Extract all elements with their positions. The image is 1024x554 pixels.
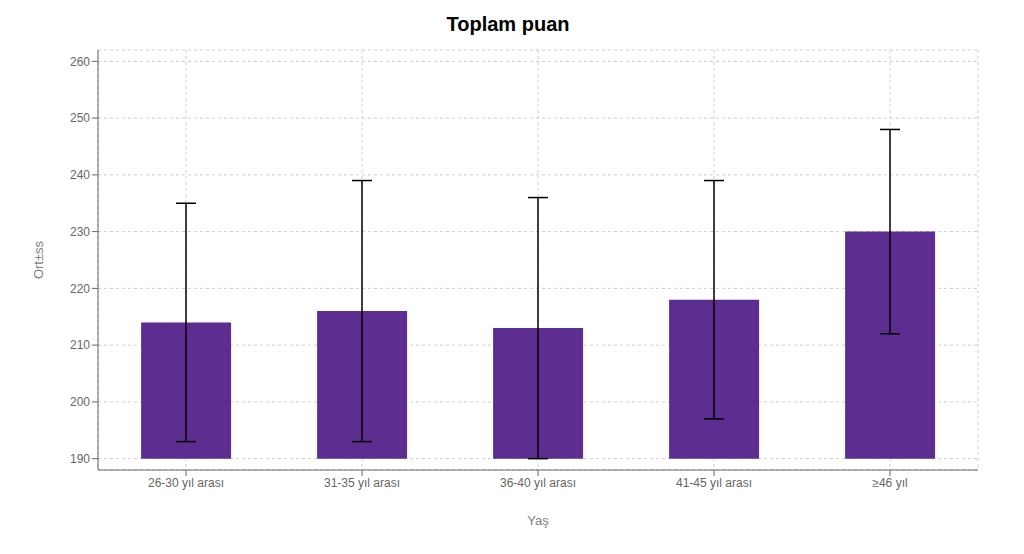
svg-text:210: 210	[70, 338, 90, 352]
svg-text:≥46 yıl: ≥46 yıl	[872, 476, 907, 490]
svg-text:250: 250	[70, 111, 90, 125]
svg-text:Yaş: Yaş	[527, 513, 549, 528]
html-text:Toplam puan: Toplam puan	[446, 13, 570, 35]
svg-text:190: 190	[70, 452, 90, 466]
svg-text:26-30 yıl arası: 26-30 yıl arası	[148, 476, 224, 490]
svg-text:Ort±ss: Ort±ss	[31, 240, 46, 279]
svg-text:200: 200	[70, 395, 90, 409]
svg-text:230: 230	[70, 225, 90, 239]
svg-text:36-40 yıl arası: 36-40 yıl arası	[500, 476, 576, 490]
svg-text:41-45 yıl arası: 41-45 yıl arası	[676, 476, 752, 490]
svg-text:220: 220	[70, 282, 90, 296]
svg-text:260: 260	[70, 55, 90, 69]
svg-text:240: 240	[70, 168, 90, 182]
svg-text:31-35 yıl arası: 31-35 yıl arası	[324, 476, 400, 490]
